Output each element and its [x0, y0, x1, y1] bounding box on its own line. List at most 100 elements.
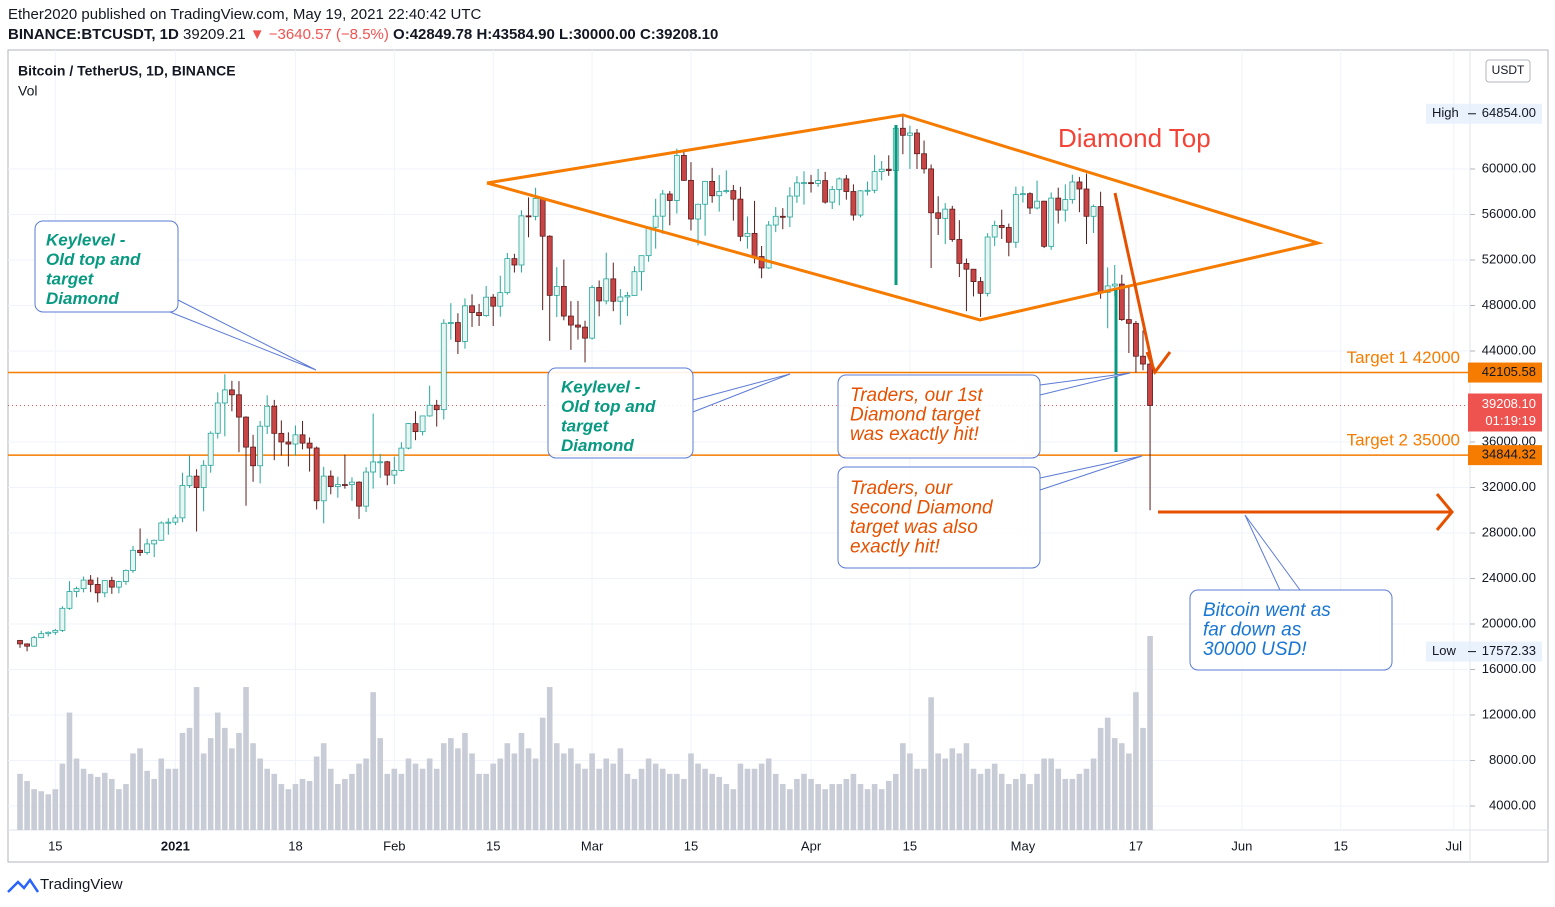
x-tick-label: Mar: [581, 838, 604, 853]
diamond: [486, 113, 1324, 322]
note-line: Diamond target: [850, 405, 981, 426]
volume-bar: [1133, 692, 1139, 830]
volume-bar: [695, 763, 701, 830]
candle-body: [80, 579, 87, 590]
candle-body: [214, 402, 221, 434]
volume-bar: [638, 768, 645, 830]
candle-body: [836, 178, 843, 190]
candle-body: [447, 322, 454, 324]
volume-bar: [116, 789, 122, 830]
candle-body: [320, 475, 327, 502]
candle-body: [250, 446, 256, 467]
candle-body: [490, 296, 497, 307]
candle-body: [257, 425, 264, 467]
note-line: Old top and: [561, 397, 656, 416]
candle-body: [638, 255, 645, 273]
y-tick-label: 48000.00: [1482, 297, 1536, 312]
candle-body: [243, 416, 249, 448]
marker-name: Low: [1432, 643, 1456, 658]
volume-bar: [787, 789, 793, 830]
volume-bar: [1104, 717, 1111, 830]
y-tick-label: 16000.00: [1482, 661, 1536, 676]
volume-bar: [575, 763, 581, 830]
volume-bar: [356, 763, 362, 830]
volume-bar: [101, 772, 108, 830]
x-tick-label: Jul: [1445, 838, 1462, 853]
candle-body: [179, 485, 186, 519]
candle-body: [94, 584, 101, 594]
volume-bar: [709, 773, 715, 830]
volume-bar: [31, 789, 37, 830]
volume-bar: [448, 738, 454, 830]
marker-tag: [1426, 641, 1542, 662]
candle-body: [412, 423, 419, 433]
candle-body: [673, 155, 680, 201]
candle-body: [1140, 355, 1146, 365]
volume-bar: [179, 733, 186, 830]
candle-body: [907, 132, 913, 136]
candle-body: [1111, 283, 1118, 287]
y-tick-label: 44000.00: [1482, 342, 1536, 357]
y-tick-label: 20000.00: [1482, 615, 1536, 630]
candle-body: [363, 471, 369, 507]
volume-bar: [94, 776, 101, 830]
candle-body: [59, 607, 66, 631]
volume-bar: [59, 763, 66, 830]
candle-body: [744, 232, 751, 237]
candle-body: [1083, 188, 1090, 217]
volume-bar: [243, 687, 249, 830]
candle-body: [801, 182, 807, 185]
candle-body: [956, 239, 963, 264]
volume-bar: [236, 733, 242, 830]
candle-body: [878, 168, 885, 173]
candle-body: [631, 271, 638, 296]
candle-body: [377, 461, 384, 464]
candle-body: [568, 315, 574, 326]
volume-bar: [250, 743, 256, 830]
candle-body: [511, 258, 518, 266]
candle-body: [292, 434, 299, 445]
note-line: 30000 USD!: [1203, 639, 1307, 660]
volume-bar: [1027, 784, 1033, 830]
candle-body: [645, 226, 652, 257]
candle-body: [850, 191, 857, 216]
volume-bar: [871, 784, 878, 830]
volume-bar: [998, 773, 1005, 830]
candle-body: [327, 475, 334, 487]
candle-body: [1125, 319, 1132, 324]
brand-name: TradingView: [40, 876, 123, 893]
candle-body: [899, 127, 906, 136]
candle-body: [794, 182, 800, 197]
volume-bar: [363, 758, 369, 830]
volume-bar: [1097, 727, 1104, 830]
volume-bar: [1041, 758, 1047, 830]
pointer: [169, 299, 317, 371]
candle-body: [998, 225, 1005, 228]
volume-bar: [603, 758, 610, 830]
candle-body: [723, 190, 730, 192]
note-line: Bitcoin went as: [1203, 600, 1331, 621]
volume-bar: [1013, 778, 1019, 830]
marker-tag: [1426, 103, 1542, 124]
volume-bar: [857, 784, 864, 830]
volume-bar: [384, 773, 391, 830]
volume-bar: [455, 748, 461, 830]
candle-body: [603, 278, 610, 302]
callout-box: [837, 374, 1041, 459]
note-line: Traders, our: [850, 478, 953, 499]
volume-bar: [1147, 636, 1153, 830]
candle-body: [935, 212, 942, 219]
y-tick-label: 52000.00: [1482, 251, 1536, 266]
x-tick-label: 2021: [161, 838, 190, 853]
candle-body: [815, 180, 822, 184]
volume-bar: [1119, 743, 1125, 830]
volume-bar: [737, 763, 744, 830]
volume-bar: [419, 768, 426, 830]
y-tick-label: 4000.00: [1489, 797, 1536, 812]
volume-bar: [815, 784, 821, 830]
candle-body: [624, 295, 631, 298]
candle-body: [455, 322, 461, 342]
candle-body: [306, 442, 313, 449]
candle-body: [709, 180, 716, 197]
volume-bar: [518, 733, 525, 830]
